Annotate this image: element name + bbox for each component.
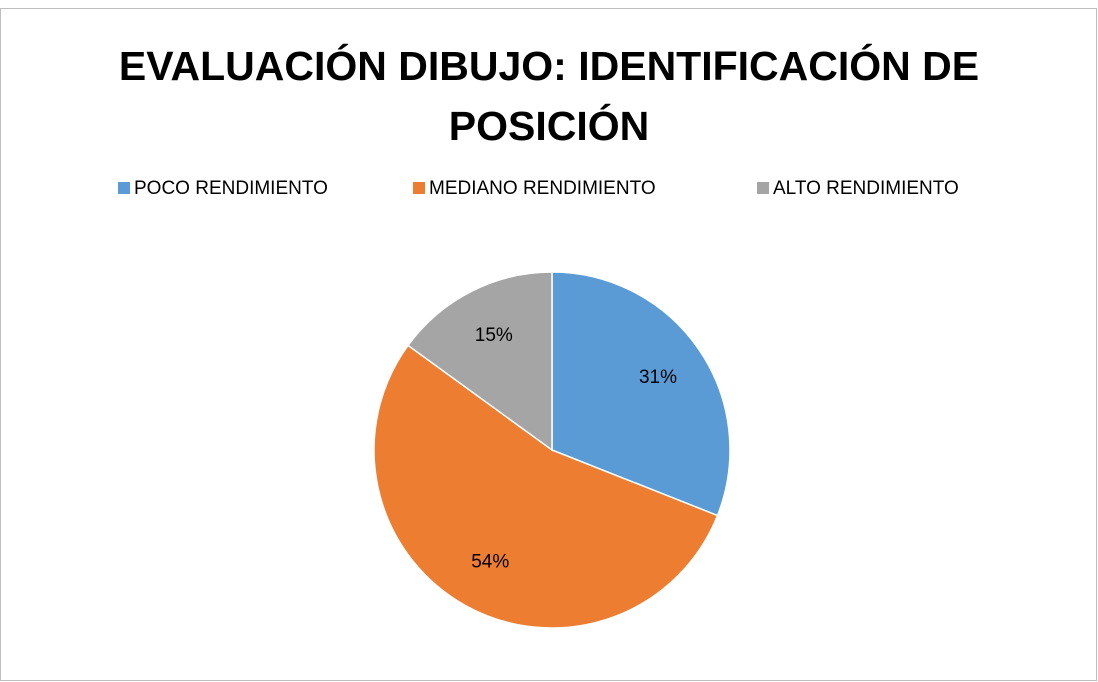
legend-swatch — [757, 182, 769, 194]
pie-slice — [406, 271, 553, 452]
legend-label: ALTO RENDIMIENTO — [773, 178, 959, 199]
data-label: 54% — [471, 551, 509, 572]
legend-swatch — [118, 182, 130, 194]
pie-slice — [373, 344, 719, 629]
legend-label: POCO RENDIMIENTO — [134, 178, 328, 199]
legend-label: MEDIANO RENDIMIENTO — [429, 178, 656, 199]
pie-slice — [551, 271, 731, 517]
data-label: 15% — [475, 325, 513, 346]
chart-title: EVALUACIÓN DIBUJO: IDENTIFICACIÓN DE POS… — [118, 43, 980, 149]
data-label: 31% — [639, 367, 677, 388]
legend-swatch — [413, 182, 425, 194]
